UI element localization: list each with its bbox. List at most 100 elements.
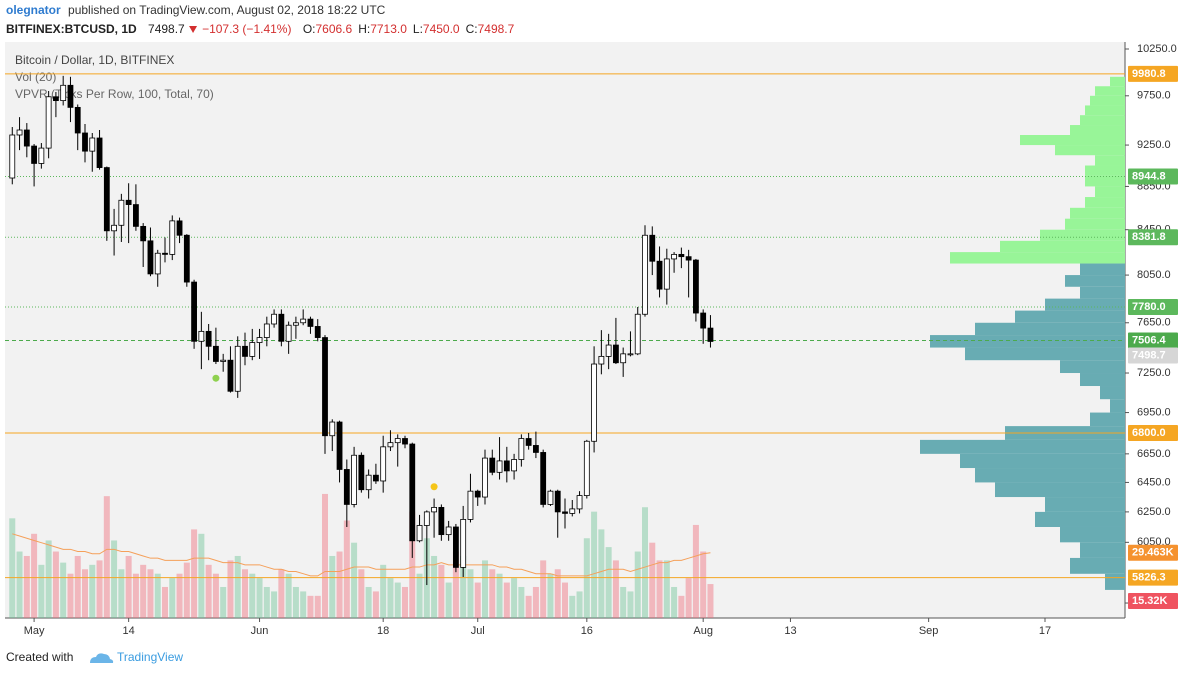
quote: BITFINEX:BTCUSD, 1D 7498.7 −107.3 (−1.41… — [6, 22, 515, 36]
x-tick-label: 13 — [784, 625, 796, 637]
volume-bar — [96, 560, 103, 618]
candle-body — [474, 490, 481, 498]
vpvr-row — [1045, 497, 1125, 512]
candle-body — [191, 281, 197, 342]
candle-body — [387, 442, 394, 448]
volume-bar — [242, 569, 248, 618]
volume-bar — [212, 573, 219, 618]
vpvr-row — [1090, 412, 1125, 427]
candle-body — [591, 363, 597, 442]
vpvr-row — [930, 335, 1125, 348]
volume-label: 15.32K — [1132, 595, 1168, 607]
symbol: BITFINEX:BTCUSD, 1D — [6, 22, 137, 36]
candle-body — [416, 525, 423, 542]
volume-bar — [663, 560, 670, 618]
vpvr-row — [1070, 125, 1125, 135]
volume-bar — [642, 507, 648, 618]
level-label: 9980.8 — [1132, 68, 1166, 80]
candle-body — [162, 252, 168, 255]
candle-body — [96, 137, 103, 168]
candle-body — [525, 438, 532, 446]
level-label-box — [1128, 229, 1178, 246]
y-tick-label: 9750.0 — [1137, 90, 1171, 102]
volume-bar — [336, 551, 343, 618]
vpvr-row — [1000, 240, 1125, 253]
vpvr-row — [1080, 373, 1125, 387]
volume-bar — [649, 542, 656, 618]
candle-body — [169, 220, 176, 255]
volume-bar — [511, 578, 518, 618]
ohlc-value: 7606.6 — [315, 22, 352, 36]
vpvr-row — [1070, 557, 1125, 574]
candle-body — [423, 511, 430, 526]
candle-body — [605, 344, 612, 357]
candle-body — [183, 234, 190, 283]
volume-bar — [256, 578, 263, 618]
volume-bar — [583, 538, 590, 618]
vol-ma-label: 29.463K — [1132, 547, 1174, 559]
volume-bar — [329, 555, 336, 618]
candle-body — [394, 438, 401, 444]
candle-body — [453, 526, 459, 568]
x-tick-label: 16 — [581, 625, 593, 637]
volume-bar — [598, 529, 605, 618]
candle-body — [322, 337, 328, 437]
candle-body — [671, 253, 677, 260]
volume-bar — [169, 578, 176, 618]
candle-body — [583, 440, 590, 496]
volume-bar — [16, 551, 23, 618]
footer-brand[interactable]: TradingView — [117, 650, 183, 664]
footer-created: Created with — [6, 650, 73, 664]
candle-body — [503, 460, 510, 472]
candle-body — [45, 96, 52, 149]
candle-body — [67, 84, 74, 108]
candle-body — [38, 147, 45, 164]
candle-body — [307, 318, 314, 327]
volume-bar — [140, 564, 147, 618]
candle-body — [365, 474, 372, 491]
candle-body — [663, 258, 670, 290]
volume-bar — [438, 564, 445, 618]
candle-body — [234, 345, 241, 392]
volume-ma — [12, 533, 711, 577]
vpvr-row — [965, 347, 1125, 361]
candle-body — [562, 511, 568, 514]
ohlc-key: L: — [413, 22, 423, 36]
candle-body — [213, 345, 219, 362]
level-label-box — [1128, 168, 1178, 185]
volume-bar — [605, 547, 612, 618]
candle-body — [336, 421, 343, 470]
author[interactable]: olegnator — [6, 3, 61, 17]
candle-body — [9, 134, 16, 179]
vpvr-row — [1085, 165, 1125, 176]
level-label: 8944.8 — [1132, 170, 1166, 182]
volume-bar — [431, 555, 438, 618]
volume-bar — [620, 586, 627, 618]
volume-bar — [671, 586, 678, 618]
current-price: 7498.7 — [1132, 349, 1166, 361]
published: published on TradingView.com, August 02,… — [68, 3, 386, 17]
volume-bar — [263, 586, 270, 618]
x-tick-label: Jun — [251, 625, 269, 637]
candle-body — [176, 220, 183, 236]
level-label-box — [1128, 298, 1178, 315]
y-tick-label: 9250.0 — [1137, 139, 1171, 151]
y-tick-label: 8050.0 — [1137, 269, 1171, 281]
last-price: 7498.7 — [148, 22, 185, 36]
candle-body — [60, 84, 67, 102]
volume-bar — [249, 573, 256, 618]
volume-bar — [220, 586, 227, 618]
tv-logo — [90, 653, 114, 663]
vpvr-row — [1095, 155, 1125, 166]
candle-body — [693, 259, 699, 314]
volume-bar — [591, 511, 598, 618]
candle-body — [263, 323, 270, 338]
volume-bar — [402, 586, 408, 618]
vpvr-row — [1085, 197, 1125, 208]
candle-body — [431, 507, 437, 513]
plot-area — [5, 42, 1125, 618]
candle-body — [482, 457, 488, 498]
candle-body — [89, 137, 96, 152]
volume-bar — [365, 586, 372, 618]
candle-body — [438, 507, 445, 536]
